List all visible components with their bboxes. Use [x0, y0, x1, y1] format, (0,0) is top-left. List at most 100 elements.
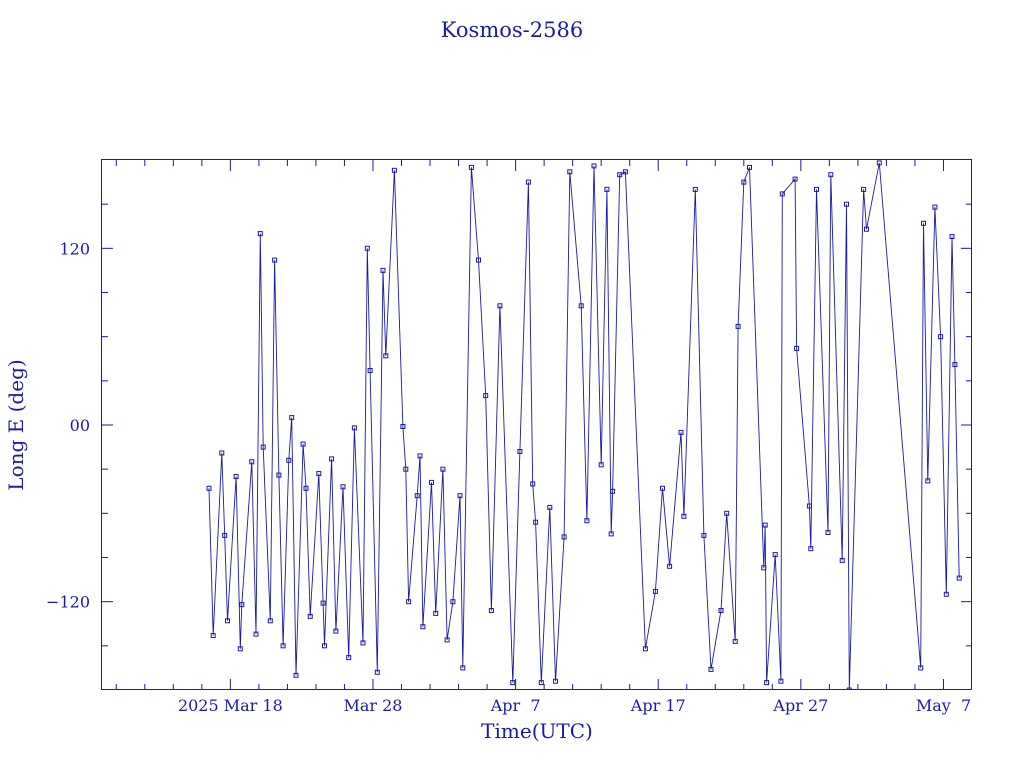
data-point	[483, 393, 489, 399]
data-point	[921, 220, 926, 226]
data-point	[846, 687, 852, 690]
data-point	[239, 602, 245, 608]
data-point	[414, 493, 420, 499]
data-point	[300, 441, 306, 447]
data-point	[561, 534, 567, 540]
data-point	[476, 257, 481, 263]
data-point	[374, 669, 380, 675]
data-point	[943, 591, 949, 597]
data-point	[764, 680, 770, 686]
data-point	[329, 456, 335, 462]
data-point	[718, 608, 724, 613]
data-point	[272, 257, 278, 263]
data-point	[488, 608, 494, 613]
data-point	[460, 665, 466, 671]
data-point	[681, 513, 687, 519]
data-point	[747, 164, 752, 170]
data-point	[806, 503, 812, 509]
data-point	[825, 530, 831, 535]
chart-title: Kosmos-2586	[441, 18, 583, 42]
data-point	[533, 519, 539, 525]
data-point	[701, 532, 707, 538]
data-point	[617, 172, 623, 178]
data-point	[420, 624, 426, 630]
data-point	[433, 610, 439, 616]
data-point	[839, 557, 845, 563]
data-point	[450, 599, 456, 605]
x-tick-label: Apr 27	[772, 696, 828, 715]
data-point	[497, 303, 503, 309]
data-point	[346, 655, 352, 661]
data-point	[219, 450, 225, 456]
y-tick-label: 120	[59, 239, 90, 258]
data-point	[741, 179, 747, 185]
data-point	[584, 518, 590, 524]
data-point	[567, 169, 573, 175]
x-tick-label: 2025 Mar 18	[178, 696, 283, 715]
data-point	[608, 531, 614, 537]
data-point	[289, 415, 295, 421]
data-point	[367, 368, 373, 373]
data-point	[778, 678, 784, 684]
data-point	[429, 479, 434, 485]
data-point	[538, 680, 544, 686]
data-point	[322, 643, 327, 649]
data-point	[814, 186, 819, 192]
x-tick-label: May 7	[916, 696, 971, 715]
axis-ticks: 2025 Mar 18 Mar 28 Apr 7 Apr 17 Apr 27 May 7 1…	[46, 160, 972, 715]
data-point	[257, 231, 263, 237]
data-point	[360, 640, 366, 646]
data-point	[547, 504, 553, 510]
data-point	[772, 552, 778, 558]
data-point	[403, 466, 409, 472]
plot-area	[206, 160, 962, 690]
data-point	[660, 485, 665, 491]
y-tick-label: −120	[46, 593, 90, 612]
data-point	[876, 160, 882, 166]
data-point	[380, 267, 386, 273]
data-point	[553, 678, 558, 684]
data-point	[260, 444, 266, 450]
data-point	[364, 245, 370, 251]
x-tick-label: Mar 28	[343, 696, 402, 715]
data-point	[303, 485, 309, 491]
data-point	[510, 680, 516, 686]
data-point	[678, 429, 684, 435]
data-point	[525, 179, 531, 185]
data-point	[598, 462, 604, 468]
data-point	[391, 167, 397, 173]
data-point	[925, 478, 931, 484]
data-point	[844, 201, 849, 207]
data-point	[794, 345, 800, 351]
data-point	[293, 672, 299, 678]
data-point	[591, 163, 597, 169]
data-point	[233, 474, 239, 479]
data-point	[406, 599, 412, 605]
data-point	[530, 481, 536, 487]
data-point	[286, 457, 292, 463]
data-point	[956, 575, 962, 581]
data-point	[861, 186, 867, 192]
x-axis-label: Time(UTC)	[481, 719, 593, 743]
x-tick-label: Apr 7	[490, 696, 541, 715]
data-point	[517, 449, 523, 454]
y-axis-label: Long E (deg)	[4, 359, 28, 490]
data-point	[932, 204, 938, 210]
data-point	[206, 485, 212, 491]
data-point	[333, 628, 339, 634]
data-point	[383, 353, 389, 359]
data-point	[417, 453, 423, 459]
data-point	[918, 665, 924, 671]
data-point	[732, 638, 738, 644]
data-point	[692, 186, 698, 192]
plot-frame	[101, 159, 972, 690]
data-point	[949, 234, 955, 240]
data-point	[808, 546, 814, 552]
data-point	[610, 488, 616, 494]
data-point	[400, 424, 406, 429]
data-point	[280, 643, 286, 649]
data-point	[267, 618, 273, 624]
data-point	[237, 646, 243, 652]
data-point	[779, 191, 785, 197]
